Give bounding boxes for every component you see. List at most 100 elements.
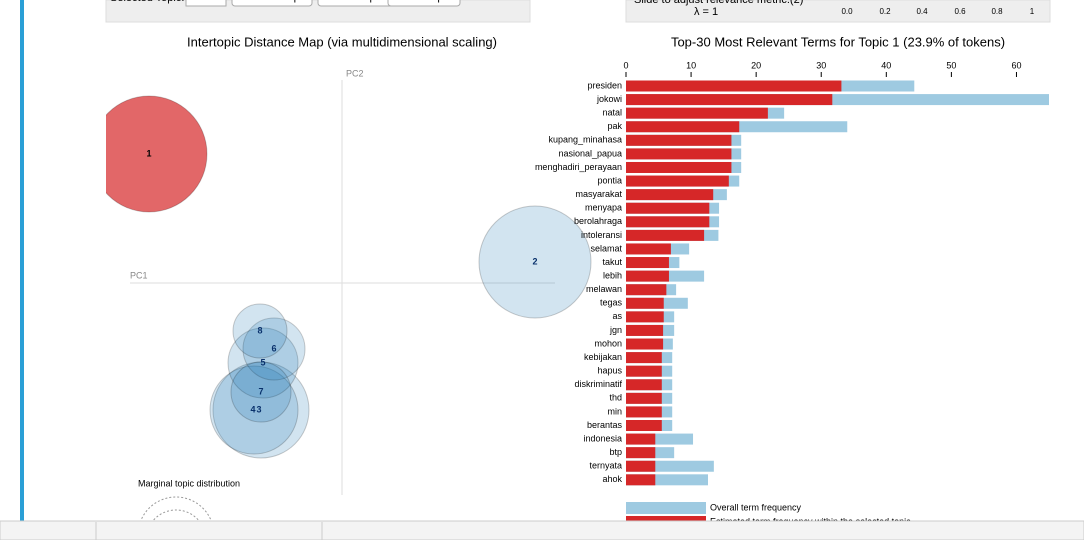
topic-bubble[interactable] [242, 317, 306, 381]
term-label[interactable]: jgn [609, 325, 622, 335]
bar[interactable] [626, 474, 656, 486]
topic-bubble[interactable] [232, 303, 288, 359]
term-label[interactable]: pontia [597, 175, 622, 185]
topic-bubble[interactable] [227, 327, 299, 399]
bar[interactable] [626, 474, 708, 486]
button[interactable] [317, 0, 399, 7]
slider-tick: 0.0 [841, 7, 853, 16]
term-label[interactable]: kupang_minahasa [548, 135, 622, 145]
topic-input[interactable] [185, 0, 227, 7]
slider-tick: 1 [1030, 7, 1035, 16]
slider-tick: 0.2 [879, 7, 891, 16]
term-label[interactable]: min [607, 406, 622, 416]
topic-label: 3 [256, 404, 261, 414]
bar[interactable] [626, 433, 656, 445]
x-tick-label: 20 [751, 60, 761, 70]
x-tick-label: 0 [623, 60, 628, 70]
term-label[interactable]: berolahraga [574, 216, 622, 226]
topic-bubble[interactable] [209, 365, 299, 455]
term-label[interactable]: jokowi [596, 94, 622, 104]
x-tick-label: 10 [686, 60, 696, 70]
slider-tick: 0.6 [954, 7, 966, 16]
button-label: Clear Topic [397, 0, 452, 3]
bar[interactable] [626, 243, 671, 255]
term-label[interactable]: nasional_papua [558, 148, 622, 158]
term-label[interactable]: natal [602, 108, 622, 118]
pc2-label: PC2 [346, 68, 364, 78]
bar-chart-title: Top-30 Most Relevant Terms for Topic 1 (… [671, 34, 1005, 49]
bar[interactable] [626, 134, 732, 146]
bar[interactable] [626, 338, 664, 350]
term-label[interactable]: presiden [587, 80, 622, 90]
term-label[interactable]: tegas [600, 298, 623, 308]
topic-label: 8 [257, 325, 262, 335]
bar[interactable] [626, 161, 732, 173]
bar[interactable] [626, 460, 714, 472]
bar[interactable] [626, 406, 662, 418]
bar[interactable] [626, 121, 740, 133]
bar[interactable] [626, 284, 667, 296]
term-label[interactable]: selamat [590, 243, 622, 253]
term-label[interactable]: masyarakat [575, 189, 622, 199]
button-label: Next Topic [332, 0, 384, 3]
bar[interactable] [626, 311, 664, 323]
bar[interactable] [626, 148, 732, 160]
bar[interactable] [626, 379, 662, 391]
term-label[interactable]: ahok [602, 474, 622, 484]
bar[interactable] [626, 365, 662, 377]
term-label[interactable]: kebijakan [584, 352, 622, 362]
bar[interactable] [626, 175, 729, 187]
bar[interactable] [626, 297, 664, 309]
bar[interactable] [626, 229, 705, 241]
topic-bubble[interactable] [212, 361, 310, 459]
bar[interactable] [626, 324, 664, 336]
bar[interactable] [626, 420, 662, 431]
term-label[interactable]: intoleransi [581, 230, 622, 240]
term-label[interactable]: diskriminatif [574, 379, 622, 389]
term-label[interactable]: as [612, 311, 622, 321]
term-label[interactable]: hapus [597, 366, 622, 376]
term-label[interactable]: berantas [587, 420, 623, 430]
term-label[interactable]: mohon [594, 338, 622, 348]
button[interactable] [387, 0, 461, 7]
topic-bubble[interactable] [230, 361, 292, 423]
button[interactable] [231, 0, 313, 7]
topic-label: 4 [250, 404, 255, 414]
bar[interactable] [626, 257, 669, 269]
legend-label: Overall term frequency [710, 502, 802, 512]
bar[interactable] [626, 94, 833, 106]
term-label[interactable]: takut [602, 257, 622, 267]
bar[interactable] [626, 80, 842, 92]
selected-topic-label: Selected Topic: [110, 0, 184, 4]
map-title: Intertopic Distance Map (via multidimens… [187, 34, 497, 49]
bar[interactable] [626, 447, 656, 459]
bar[interactable] [626, 202, 710, 214]
bar[interactable] [626, 107, 768, 119]
bar[interactable] [626, 216, 710, 228]
term-label[interactable]: melawan [586, 284, 622, 294]
pc1-label: PC1 [130, 270, 148, 280]
topic-bubble[interactable] [478, 205, 592, 319]
term-label[interactable]: btp [609, 447, 622, 457]
term-label[interactable]: lebih [603, 270, 622, 280]
button-label: Previous Topic [236, 0, 308, 3]
term-label[interactable]: menghadiri_perayaan [535, 162, 622, 172]
bar[interactable] [626, 270, 669, 282]
topic-bubble[interactable] [91, 95, 208, 213]
term-label[interactable]: menyapa [585, 203, 622, 213]
bar[interactable] [626, 460, 656, 472]
bar[interactable] [626, 189, 714, 201]
bar[interactable] [626, 392, 662, 404]
bar[interactable] [626, 94, 1049, 106]
bar[interactable] [626, 433, 694, 445]
legend-swatch [626, 502, 706, 514]
term-label[interactable]: thd [609, 393, 622, 403]
bar[interactable] [626, 352, 662, 364]
term-label[interactable]: indonesia [583, 433, 622, 443]
term-label[interactable]: pak [607, 121, 622, 131]
term-label[interactable]: ternyata [589, 461, 622, 471]
